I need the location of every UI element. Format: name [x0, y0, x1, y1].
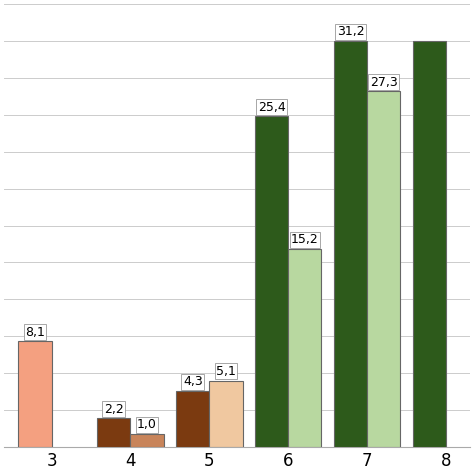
Bar — [334, 41, 367, 447]
Text: 15,2: 15,2 — [291, 233, 319, 246]
Bar — [413, 41, 446, 447]
Text: 31,2: 31,2 — [337, 25, 365, 38]
Text: 8,1: 8,1 — [25, 326, 45, 339]
Text: 1,0: 1,0 — [137, 419, 157, 431]
Bar — [130, 434, 164, 447]
Text: 27,3: 27,3 — [370, 76, 398, 89]
Bar — [176, 391, 210, 447]
Bar — [210, 381, 243, 447]
Text: 4,3: 4,3 — [183, 375, 203, 388]
Bar — [288, 249, 321, 447]
Bar — [97, 419, 130, 447]
Bar — [18, 341, 52, 447]
Text: 5,1: 5,1 — [216, 365, 236, 378]
Text: 2,2: 2,2 — [104, 403, 124, 416]
Bar — [367, 91, 401, 447]
Text: 25,4: 25,4 — [258, 100, 286, 114]
Bar — [255, 116, 288, 447]
